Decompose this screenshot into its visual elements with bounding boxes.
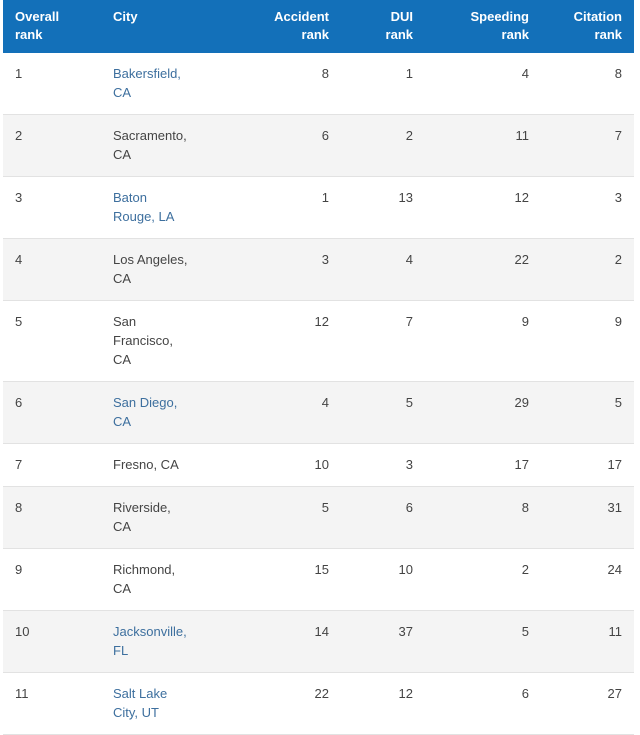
table-row: 3 Baton Rouge, LA 1 13 12 3 xyxy=(3,176,634,239)
table-row: 9 Richmond, CA 15 10 2 24 xyxy=(3,548,634,611)
header-dui-rank: DUI rank xyxy=(341,0,425,53)
accident-rank-cell: 15 xyxy=(221,548,341,611)
table-row: 6 San Diego, CA 4 5 29 5 xyxy=(3,381,634,444)
speeding-rank-cell: 17 xyxy=(425,443,541,487)
citation-rank-cell: 7 xyxy=(541,114,634,177)
dui-rank-cell: 10 xyxy=(341,548,425,611)
city-name: Los Angeles, CA xyxy=(113,252,188,286)
city-link[interactable]: Jacksonville, FL xyxy=(113,624,187,658)
dui-rank-cell: 13 xyxy=(341,176,425,239)
header-city: City xyxy=(101,0,221,53)
citation-rank-cell: 3 xyxy=(541,176,634,239)
table-row: 11 Salt Lake City, UT 22 12 6 27 xyxy=(3,672,634,735)
overall-rank-cell: 7 xyxy=(3,443,101,487)
accident-rank-cell: 4 xyxy=(221,381,341,444)
table-row: 2 Sacramento, CA 6 2 11 7 xyxy=(3,114,634,177)
table-row: 8 Riverside, CA 5 6 8 31 xyxy=(3,486,634,549)
citation-rank-cell: 31 xyxy=(541,486,634,549)
city-cell: Salt Lake City, UT xyxy=(101,672,221,735)
accident-rank-cell: 5 xyxy=(221,486,341,549)
accident-rank-cell: 22 xyxy=(221,672,341,735)
city-link[interactable]: San Diego, CA xyxy=(113,395,178,429)
speeding-rank-cell: 8 xyxy=(425,486,541,549)
table-row: 7 Fresno, CA 10 3 17 17 xyxy=(3,443,634,487)
citation-rank-cell: 17 xyxy=(541,443,634,487)
accident-rank-cell: 12 xyxy=(221,300,341,382)
table-row: 4 Los Angeles, CA 3 4 22 2 xyxy=(3,238,634,301)
city-cell: Jacksonville, FL xyxy=(101,610,221,673)
accident-rank-cell: 3 xyxy=(221,238,341,301)
city-cell: San Diego, CA xyxy=(101,381,221,444)
header-speeding-rank: Speeding rank xyxy=(425,0,541,53)
citation-rank-cell: 11 xyxy=(541,610,634,673)
header-accident-rank: Accident rank xyxy=(221,0,341,53)
dui-rank-cell: 5 xyxy=(341,381,425,444)
citation-rank-cell: 24 xyxy=(541,548,634,611)
header-overall-rank: Overall rank xyxy=(3,0,101,53)
speeding-rank-cell: 12 xyxy=(425,176,541,239)
speeding-rank-cell: 5 xyxy=(425,610,541,673)
dui-rank-cell: 7 xyxy=(341,300,425,382)
rankings-table-container: Overall rank City Accident rank DUI rank Sp… xyxy=(3,0,634,735)
city-cell: Sacramento, CA xyxy=(101,114,221,177)
dui-rank-cell: 6 xyxy=(341,486,425,549)
citation-rank-cell: 2 xyxy=(541,238,634,301)
accident-rank-cell: 10 xyxy=(221,443,341,487)
city-link[interactable]: Baton Rouge, LA xyxy=(113,190,175,224)
speeding-rank-cell: 6 xyxy=(425,672,541,735)
overall-rank-cell: 5 xyxy=(3,300,101,382)
city-name: Richmond, CA xyxy=(113,562,176,596)
overall-rank-cell: 6 xyxy=(3,381,101,444)
overall-rank-cell: 8 xyxy=(3,486,101,549)
dui-rank-cell: 2 xyxy=(341,114,425,177)
speeding-rank-cell: 4 xyxy=(425,53,541,115)
overall-rank-cell: 1 xyxy=(3,53,101,115)
city-link[interactable]: Bakersfield, CA xyxy=(113,66,181,100)
table-row: 5 San Francisco, CA 12 7 9 9 xyxy=(3,300,634,382)
speeding-rank-cell: 22 xyxy=(425,238,541,301)
table-row: 1 Bakersfield, CA 8 1 4 8 xyxy=(3,53,634,115)
overall-rank-cell: 9 xyxy=(3,548,101,611)
overall-rank-cell: 11 xyxy=(3,672,101,735)
citation-rank-cell: 5 xyxy=(541,381,634,444)
accident-rank-cell: 6 xyxy=(221,114,341,177)
city-cell: Richmond, CA xyxy=(101,548,221,611)
city-cell: San Francisco, CA xyxy=(101,300,221,382)
table-row: 10 Jacksonville, FL 14 37 5 11 xyxy=(3,610,634,673)
overall-rank-cell: 2 xyxy=(3,114,101,177)
citation-rank-cell: 8 xyxy=(541,53,634,115)
table-body: 1 Bakersfield, CA 8 1 4 8 2 Sacramento, CA 6 2 11 7… xyxy=(3,53,634,735)
city-cell: Bakersfield, CA xyxy=(101,53,221,115)
dui-rank-cell: 3 xyxy=(341,443,425,487)
dui-rank-cell: 37 xyxy=(341,610,425,673)
citation-rank-cell: 27 xyxy=(541,672,634,735)
city-name: Sacramento, CA xyxy=(113,128,187,162)
city-cell: Riverside, CA xyxy=(101,486,221,549)
citation-rank-cell: 9 xyxy=(541,300,634,382)
dui-rank-cell: 1 xyxy=(341,53,425,115)
accident-rank-cell: 14 xyxy=(221,610,341,673)
city-cell: Baton Rouge, LA xyxy=(101,176,221,239)
city-name: San Francisco, CA xyxy=(113,314,173,367)
accident-rank-cell: 1 xyxy=(221,176,341,239)
accident-rank-cell: 8 xyxy=(221,53,341,115)
table-header-row: Overall rank City Accident rank DUI rank Sp… xyxy=(3,0,634,53)
header-citation-rank: Citation rank xyxy=(541,0,634,53)
overall-rank-cell: 3 xyxy=(3,176,101,239)
overall-rank-cell: 4 xyxy=(3,238,101,301)
city-name: Riverside, CA xyxy=(113,500,171,534)
city-rankings-table: Overall rank City Accident rank DUI rank Sp… xyxy=(3,0,634,735)
speeding-rank-cell: 29 xyxy=(425,381,541,444)
speeding-rank-cell: 2 xyxy=(425,548,541,611)
speeding-rank-cell: 11 xyxy=(425,114,541,177)
dui-rank-cell: 12 xyxy=(341,672,425,735)
dui-rank-cell: 4 xyxy=(341,238,425,301)
speeding-rank-cell: 9 xyxy=(425,300,541,382)
city-name: Fresno, CA xyxy=(113,457,179,472)
overall-rank-cell: 10 xyxy=(3,610,101,673)
city-link[interactable]: Salt Lake City, UT xyxy=(113,686,168,720)
city-cell: Fresno, CA xyxy=(101,443,221,487)
city-cell: Los Angeles, CA xyxy=(101,238,221,301)
